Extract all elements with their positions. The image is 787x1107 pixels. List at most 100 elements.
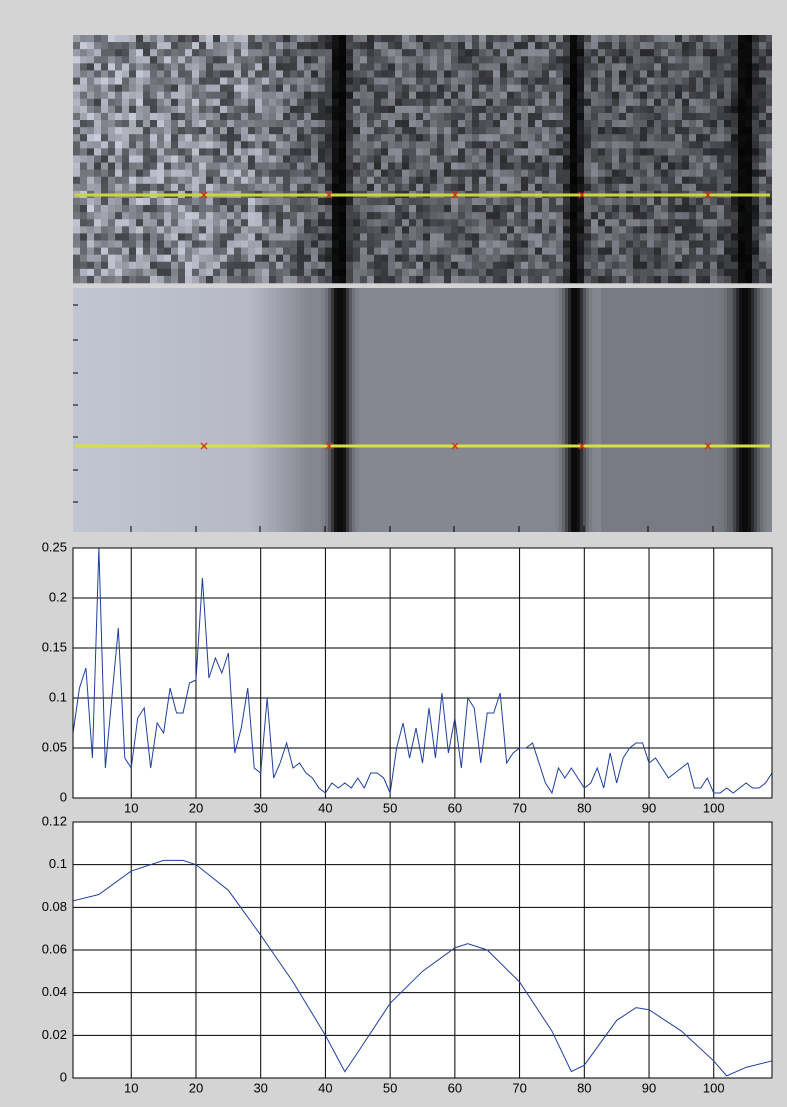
image-pixel <box>262 275 269 284</box>
image-column <box>433 288 436 532</box>
image-pixel <box>675 275 682 284</box>
image-pixel <box>178 155 185 163</box>
image-column <box>127 288 130 532</box>
image-pixel <box>759 233 766 241</box>
image-pixel <box>766 155 772 163</box>
image-pixel <box>675 176 682 185</box>
image-pixel <box>514 254 521 263</box>
image-pixel <box>640 56 647 64</box>
image-pixel <box>150 183 157 192</box>
image-pixel <box>255 275 262 284</box>
image-pixel <box>535 254 542 263</box>
image-pixel <box>185 77 192 85</box>
image-pixel <box>444 49 451 57</box>
image-pixel <box>633 155 640 163</box>
image-pixel <box>374 105 381 114</box>
image-pixel <box>444 70 451 78</box>
image-pixel <box>192 56 199 64</box>
image-pixel <box>682 219 689 227</box>
image-pixel <box>612 127 619 135</box>
image-pixel <box>626 268 633 277</box>
image-pixel <box>304 35 311 43</box>
x-tick-label: 90 <box>642 800 656 815</box>
image-pixel <box>465 155 472 163</box>
image-pixel <box>521 162 528 170</box>
image-pixel <box>570 233 577 241</box>
image-pixel <box>206 148 213 156</box>
image-pixel <box>262 197 269 206</box>
image-pixel <box>549 84 556 92</box>
image-pixel <box>465 120 472 128</box>
image-pixel <box>584 84 591 92</box>
image-pixel <box>283 98 290 107</box>
image-pixel <box>332 275 339 284</box>
image-pixel <box>591 261 598 270</box>
image-pixel <box>416 63 423 71</box>
plot-area <box>73 548 772 798</box>
image-pixel <box>675 134 682 142</box>
image-pixel <box>402 35 409 43</box>
image-pixel <box>241 176 248 185</box>
image-pixel <box>472 212 479 220</box>
image-pixel <box>521 176 528 185</box>
image-pixel <box>696 120 703 128</box>
image-column <box>739 288 742 532</box>
image-pixel <box>535 268 542 277</box>
image-pixel <box>192 275 199 284</box>
image-pixel <box>248 212 255 220</box>
image-pixel <box>647 219 654 227</box>
image-pixel <box>157 247 164 255</box>
image-column <box>685 288 688 532</box>
image-pixel <box>143 261 150 270</box>
image-pixel <box>122 247 129 255</box>
image-pixel <box>563 63 570 71</box>
image-pixel <box>213 162 220 170</box>
image-pixel <box>248 176 255 185</box>
image-pixel <box>577 247 584 255</box>
image-pixel <box>717 84 724 92</box>
image-pixel <box>178 141 185 149</box>
image-pixel <box>479 70 486 78</box>
image-pixel <box>318 49 325 57</box>
image-pixel <box>423 226 430 234</box>
image-pixel <box>381 120 388 128</box>
image-pixel <box>766 105 772 114</box>
image-pixel <box>570 84 577 92</box>
image-pixel <box>318 105 325 114</box>
image-pixel <box>136 134 143 142</box>
image-pixel <box>136 49 143 57</box>
image-pixel <box>381 84 388 92</box>
image-pixel <box>360 77 367 85</box>
image-pixel <box>206 70 213 78</box>
image-pixel <box>339 169 346 178</box>
image-pixel <box>318 112 325 121</box>
image-pixel <box>332 233 339 241</box>
image-pixel <box>73 105 80 114</box>
image-pixel <box>479 120 486 128</box>
image-pixel <box>619 49 626 57</box>
image-pixel <box>430 268 437 277</box>
image-pixel <box>374 197 381 206</box>
image-pixel <box>591 134 598 142</box>
image-pixel <box>220 141 227 149</box>
image-pixel <box>591 162 598 170</box>
image-pixel <box>486 70 493 78</box>
image-pixel <box>640 49 647 57</box>
image-pixel <box>703 233 710 241</box>
y-tick-label: 0.06 <box>42 941 67 956</box>
image-pixel <box>549 183 556 192</box>
image-pixel <box>213 261 220 270</box>
image-pixel <box>759 219 766 227</box>
image-pixel <box>675 63 682 71</box>
image-pixel <box>556 275 563 284</box>
image-pixel <box>108 141 115 149</box>
image-pixel <box>311 261 318 270</box>
image-pixel <box>297 134 304 142</box>
image-pixel <box>325 127 332 135</box>
image-pixel <box>486 254 493 263</box>
image-pixel <box>192 205 199 213</box>
image-pixel <box>108 233 115 241</box>
image-pixel <box>157 254 164 263</box>
image-pixel <box>654 233 661 241</box>
image-pixel <box>444 42 451 50</box>
